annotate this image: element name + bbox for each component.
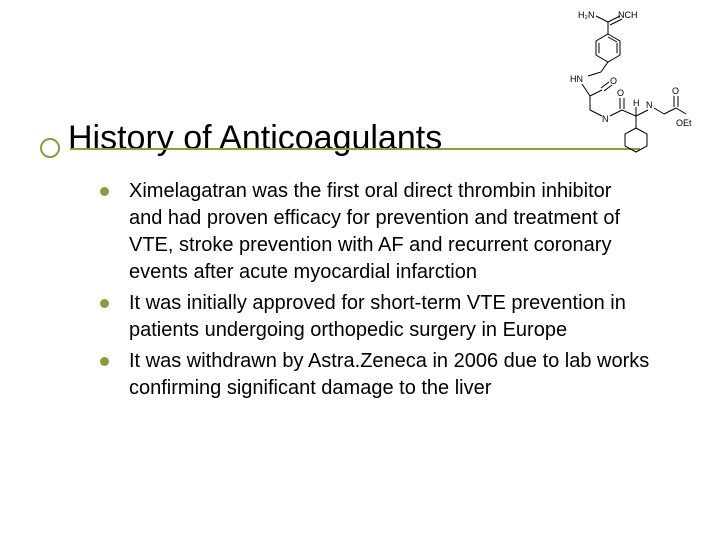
bullet-text: Ximelagatran was the first oral direct t… <box>129 178 650 286</box>
chem-label: O <box>672 86 679 96</box>
slide: History of Anticoagulants Ximelagatran w… <box>0 0 720 540</box>
bullet-icon <box>100 187 109 196</box>
chem-label: NCH <box>618 10 638 20</box>
list-item: It was initially approved for short-term… <box>100 290 650 344</box>
chemical-structure: H₂N NCH HN O N O H <box>516 6 696 156</box>
bullet-text: It was initially approved for short-term… <box>129 290 650 344</box>
accent-circle <box>40 138 60 158</box>
list-item: It was withdrawn by Astra.Zeneca in 2006… <box>100 348 650 402</box>
slide-title: History of Anticoagulants <box>68 119 442 158</box>
chem-label: N <box>602 114 609 124</box>
chem-label: O <box>617 88 624 98</box>
bullet-text: It was withdrawn by Astra.Zeneca in 2006… <box>129 348 650 402</box>
bullet-icon <box>100 357 109 366</box>
chem-label: H <box>633 98 640 108</box>
chem-label: H₂N <box>578 10 595 20</box>
bullet-icon <box>100 299 109 308</box>
chem-label: HN <box>570 74 583 84</box>
slide-body: Ximelagatran was the first oral direct t… <box>100 178 650 406</box>
chem-label: OEt <box>676 118 692 128</box>
chem-label: N <box>646 100 653 110</box>
chem-label: O <box>610 76 617 86</box>
list-item: Ximelagatran was the first oral direct t… <box>100 178 650 286</box>
